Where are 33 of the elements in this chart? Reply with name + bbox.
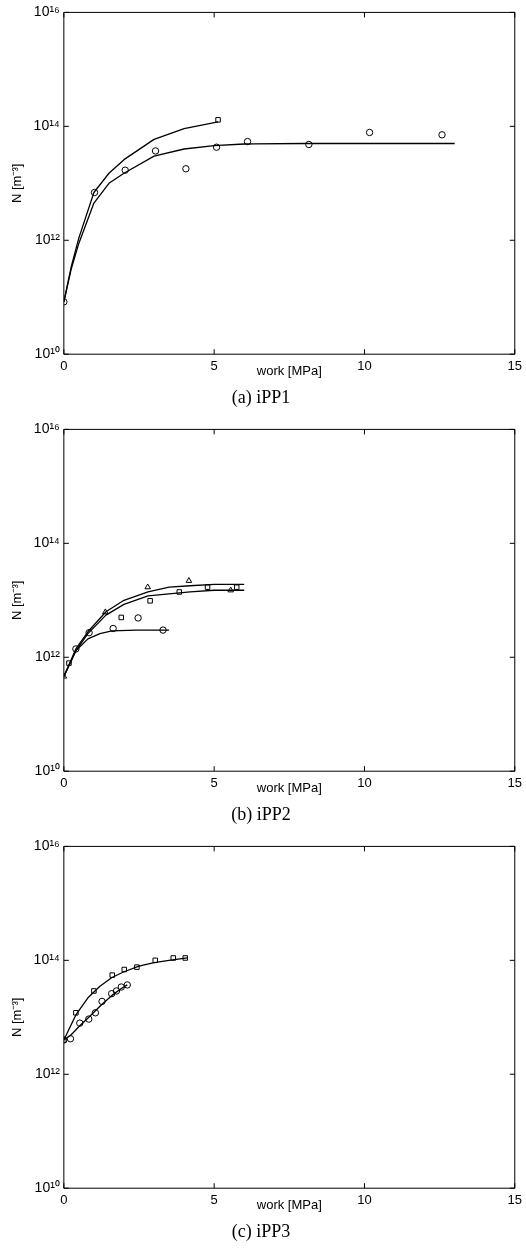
y-axis-title: N [m⁻³] xyxy=(9,997,25,1037)
y-tick-label: 10¹⁴ xyxy=(33,534,60,551)
y-tick-label: 10¹² xyxy=(34,1065,61,1082)
y-axis-title: N [m⁻³] xyxy=(9,163,25,203)
x-tick-label: 10 xyxy=(357,774,372,790)
y-axis-title: N [m⁻³] xyxy=(9,580,25,620)
x-tick-label: 5 xyxy=(210,357,218,373)
x-axis-title: work [MPa] xyxy=(255,1197,322,1213)
y-tick-label: 10¹² xyxy=(34,231,61,248)
x-tick-label: 0 xyxy=(60,357,68,373)
x-tick-label: 0 xyxy=(60,1191,68,1207)
y-tick-label: 10¹⁰ xyxy=(34,1179,60,1196)
y-tick-label: 10¹² xyxy=(34,648,61,665)
y-tick-label: 10¹⁰ xyxy=(34,345,60,362)
x-axis-title: work [MPa] xyxy=(255,780,322,796)
x-axis-title: work [MPa] xyxy=(255,363,322,379)
y-tick-label: 10¹⁶ xyxy=(33,3,60,20)
text: (c) iPP3 xyxy=(231,1220,291,1242)
x-tick-label: 10 xyxy=(357,357,372,373)
text: (a) iPP1 xyxy=(231,386,291,408)
x-tick-label: 0 xyxy=(60,774,68,790)
x-tick-label: 15 xyxy=(507,357,522,373)
y-tick-label: 10¹⁶ xyxy=(33,837,60,854)
x-tick-label: 5 xyxy=(210,1191,218,1207)
y-tick-label: 10¹⁴ xyxy=(33,951,60,968)
text: (b) iPP2 xyxy=(231,803,291,825)
x-tick-label: 5 xyxy=(210,774,218,790)
x-tick-label: 15 xyxy=(507,774,522,790)
y-tick-label: 10¹⁰ xyxy=(34,762,60,779)
y-tick-label: 10¹⁴ xyxy=(33,117,60,134)
x-tick-label: 10 xyxy=(357,1191,372,1207)
y-tick-label: 10¹⁶ xyxy=(33,420,60,437)
x-tick-label: 15 xyxy=(507,1191,522,1207)
